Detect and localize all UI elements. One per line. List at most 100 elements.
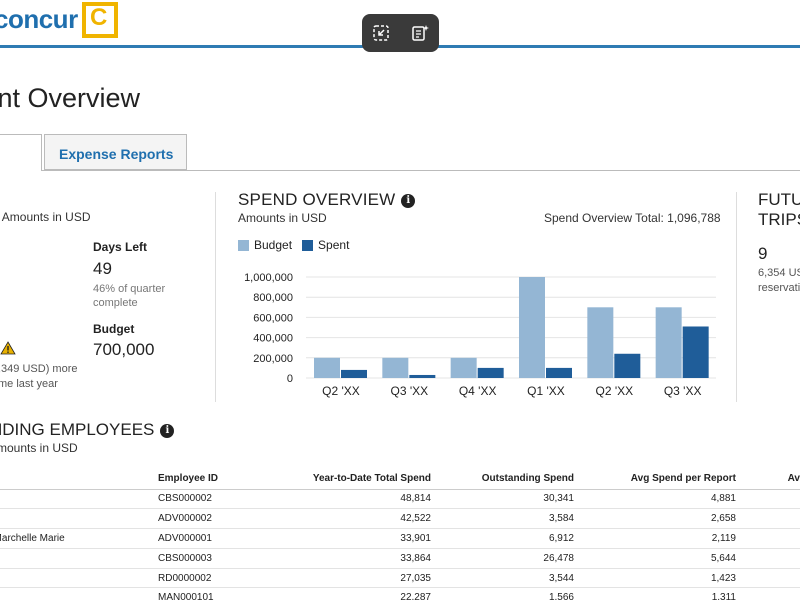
spend-overview-title: SPEND OVERVIEW i bbox=[238, 190, 416, 210]
info-icon[interactable]: i bbox=[160, 424, 175, 438]
quarter-complete-text: 46% of quarter complete bbox=[93, 283, 166, 309]
cell-employee-id: CBS000003 bbox=[158, 548, 276, 569]
y-tick-label: 600,000 bbox=[253, 312, 293, 324]
cell-name[interactable]: , Marchelle Marie bbox=[0, 528, 158, 549]
cell-name[interactable] bbox=[0, 548, 158, 569]
days-left-label: Days Left bbox=[93, 240, 148, 254]
y-tick-label: 200,000 bbox=[253, 353, 293, 365]
cell-more bbox=[736, 508, 800, 530]
column-header-name[interactable] bbox=[0, 468, 158, 490]
cell-employee-id: RD0000002 bbox=[158, 568, 276, 589]
cell-name[interactable]: e bbox=[0, 587, 158, 600]
cell-more bbox=[736, 568, 800, 589]
spend-overview-subtitle: Amounts in USD bbox=[238, 211, 327, 225]
cell-outstanding-spend: 3,584 bbox=[431, 508, 574, 530]
table-row[interactable]: CBS000003 33,864 26,478 5,644 bbox=[0, 548, 800, 569]
future-trips-amount: 6,354 US reservatio bbox=[758, 267, 800, 294]
employees-table: Employee ID Year-to-Date Total Spend Out… bbox=[0, 468, 800, 600]
column-header-more[interactable]: Av bbox=[736, 468, 800, 490]
y-tick-label: 1,000,000 bbox=[244, 272, 293, 284]
bar-spent[interactable] bbox=[409, 374, 436, 378]
days-left-value: 49 bbox=[93, 259, 112, 278]
cell-more bbox=[736, 528, 800, 549]
cell-name[interactable]: s bbox=[0, 508, 158, 530]
cell-avg-spend: 1,423 bbox=[574, 568, 736, 589]
cell-name[interactable] bbox=[0, 489, 158, 510]
cell-more bbox=[736, 548, 800, 569]
spend-overview-chart: 1,000,000 800,000 600,000 400,000 200,000 0 Q2… bbox=[244, 272, 716, 398]
cell-more bbox=[736, 489, 800, 510]
x-tick-label: Q4 'XX bbox=[459, 384, 497, 398]
bar-spent[interactable] bbox=[614, 353, 641, 378]
bar-budget[interactable] bbox=[450, 357, 477, 378]
x-tick-label: Q3 'XX bbox=[664, 384, 702, 398]
cell-ytd-spend: 27,035 bbox=[276, 568, 431, 589]
bar-spent[interactable] bbox=[546, 367, 572, 378]
table-row[interactable]: CBS000002 48,814 30,341 4,881 bbox=[0, 489, 800, 510]
x-tick-label: Q2 'XX bbox=[322, 384, 360, 398]
warning-icon bbox=[0, 341, 16, 360]
table-row[interactable]: , Marchelle MarieADV00000133,9016,9122,1… bbox=[0, 528, 800, 549]
cell-employee-id: ADV000002 bbox=[158, 508, 276, 530]
y-tick-label: 400,000 bbox=[253, 333, 293, 345]
notes-sparkle-icon[interactable] bbox=[407, 20, 433, 46]
cell-outstanding-spend: 6,912 bbox=[431, 528, 574, 549]
bar-spent[interactable] bbox=[341, 369, 367, 378]
y-tick-label: 800,000 bbox=[253, 292, 293, 304]
tab-expense-reports-label: Expense Reports bbox=[59, 146, 174, 162]
spend-comparison-text: ,349 USD) more me last year bbox=[0, 363, 78, 390]
cell-employee-id: CBS000002 bbox=[158, 489, 276, 510]
column-header-outstanding-spend[interactable]: Outstanding Spend bbox=[431, 468, 574, 490]
x-tick-label: Q3 'XX bbox=[391, 384, 429, 398]
info-icon[interactable]: i bbox=[401, 194, 416, 208]
exit-fullscreen-icon[interactable] bbox=[368, 20, 394, 46]
legend-item-spent[interactable]: Spent bbox=[302, 238, 349, 252]
cell-ytd-spend: 22,287 bbox=[276, 587, 431, 600]
budget-label: Budget bbox=[93, 322, 135, 336]
chart-legend: Budget Spent bbox=[238, 238, 359, 252]
cell-avg-spend: 4,881 bbox=[574, 489, 736, 510]
cell-outstanding-spend: 26,478 bbox=[431, 548, 574, 569]
cell-name[interactable] bbox=[0, 568, 158, 589]
cell-outstanding-spend: 3,544 bbox=[431, 568, 574, 589]
cell-ytd-spend: 33,901 bbox=[276, 528, 431, 549]
cell-avg-spend: 2,119 bbox=[574, 528, 736, 549]
tab-expense-reports[interactable]: Expense Reports bbox=[44, 134, 187, 170]
bar-budget[interactable] bbox=[382, 357, 409, 378]
column-header-employee-id[interactable]: Employee ID bbox=[158, 468, 276, 490]
y-tick-label: 0 bbox=[287, 373, 293, 385]
cell-more bbox=[736, 587, 800, 600]
future-trips-title: FUTU TRIPS bbox=[758, 190, 800, 229]
column-header-avg-spend[interactable]: Avg Spend per Report bbox=[574, 468, 736, 490]
future-trips-count: 9 bbox=[758, 244, 768, 263]
table-row[interactable]: RD0000002 27,035 3,544 1,423 bbox=[0, 568, 800, 589]
cell-outstanding-spend: 30,341 bbox=[431, 489, 574, 510]
cell-avg-spend: 1,311 bbox=[574, 587, 736, 600]
cell-ytd-spend: 48,814 bbox=[276, 489, 431, 510]
tab-overview[interactable] bbox=[0, 134, 42, 171]
bar-budget[interactable] bbox=[519, 277, 545, 378]
bar-budget[interactable] bbox=[314, 357, 340, 378]
bar-spent[interactable] bbox=[477, 367, 504, 378]
bar-budget[interactable] bbox=[655, 307, 682, 378]
x-tick-label: Q2 'XX bbox=[596, 384, 634, 398]
cell-avg-spend: 5,644 bbox=[574, 548, 736, 569]
bar-spent[interactable] bbox=[682, 326, 709, 378]
cell-employee-id: ADV000001 bbox=[158, 528, 276, 549]
cell-outstanding-spend: 1,566 bbox=[431, 587, 574, 600]
spend-overview-total: Spend Overview Total: 1,096,788 bbox=[544, 211, 721, 225]
overlay-toolbar bbox=[362, 14, 439, 52]
page-title: ment Overview bbox=[0, 83, 141, 113]
x-tick-label: Q1 'XX bbox=[527, 384, 565, 398]
panel-divider bbox=[736, 192, 737, 402]
legend-item-budget[interactable]: Budget bbox=[238, 238, 292, 252]
panel-divider bbox=[215, 192, 216, 402]
column-header-ytd-spend[interactable]: Year-to-Date Total Spend bbox=[276, 468, 431, 490]
cell-employee-id: MAN000101 bbox=[158, 587, 276, 600]
logo-mark-letter: C bbox=[90, 4, 108, 31]
bar-budget[interactable] bbox=[587, 307, 614, 378]
concur-logo-icon[interactable]: C bbox=[82, 2, 118, 38]
concur-logo-text[interactable]: concur bbox=[0, 4, 78, 34]
